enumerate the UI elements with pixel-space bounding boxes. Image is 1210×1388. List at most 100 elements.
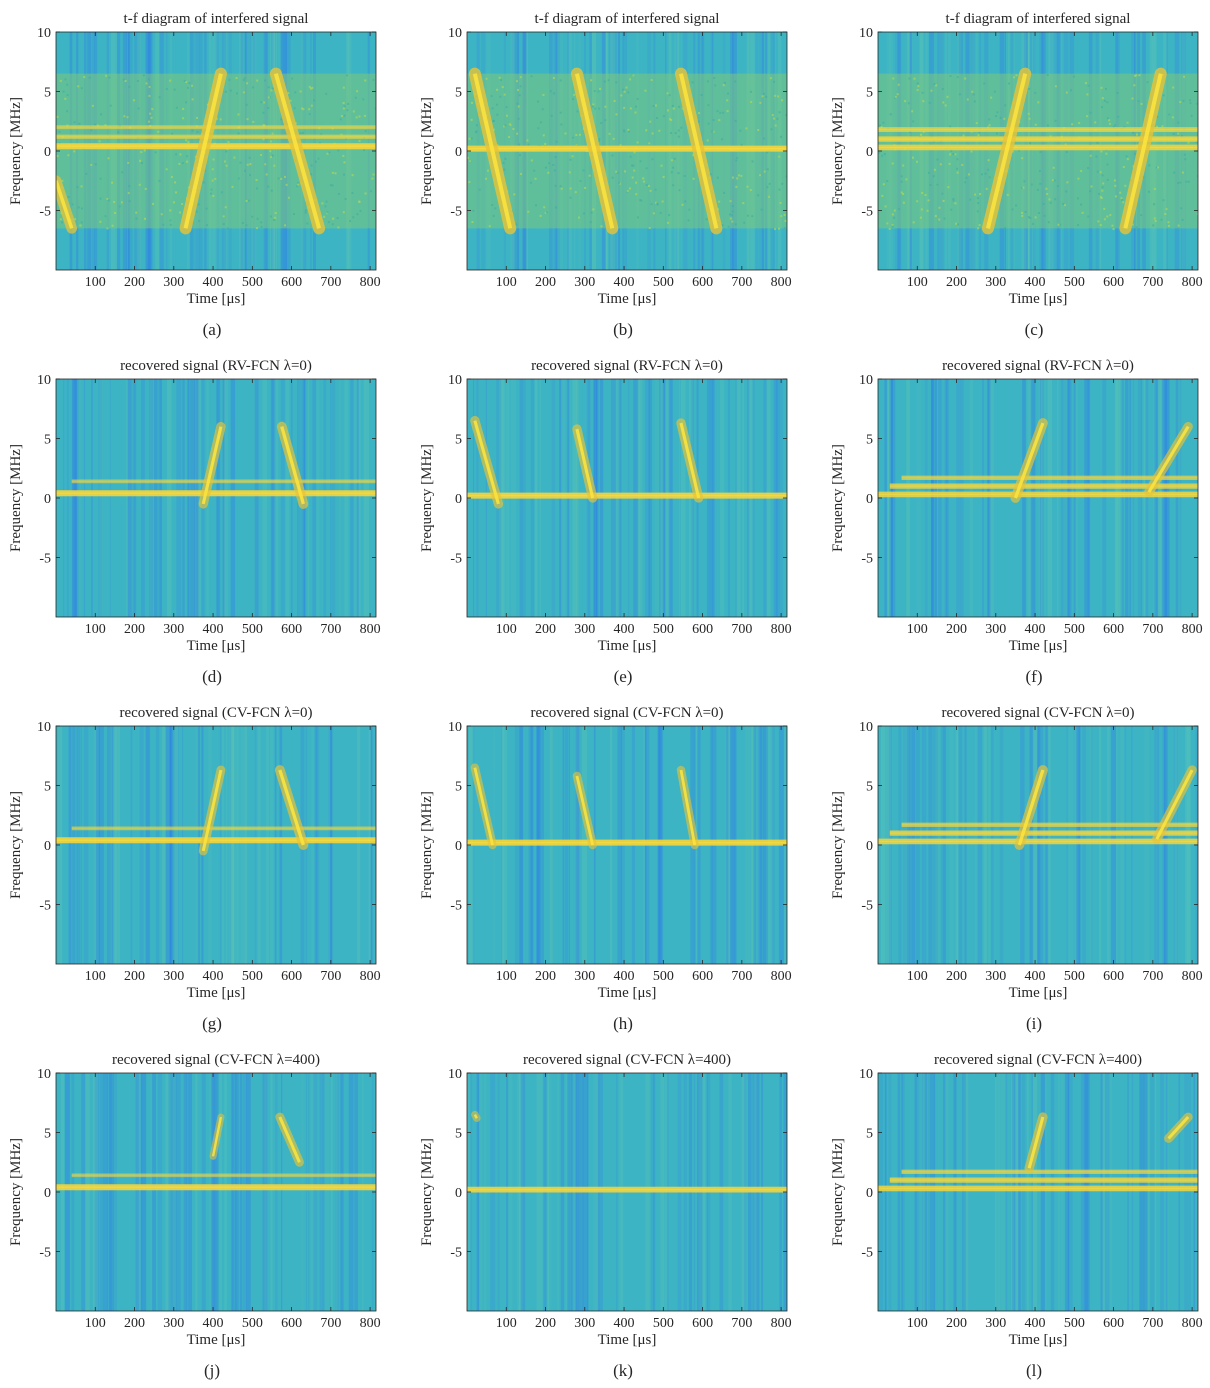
streak [195,726,200,964]
noise-speck [902,192,905,195]
noise-speck [292,212,295,215]
streak [315,726,318,964]
streak [898,726,902,964]
y-axis-label: Frequency [MHz] [8,1138,24,1246]
noise-speck [154,151,157,154]
noise-speck [736,177,739,180]
noise-speck [962,134,965,137]
y-axis-label: Frequency [MHz] [830,97,846,205]
noise-speck [80,185,83,188]
noise-speck [1101,189,1104,192]
noise-speck [1080,170,1083,173]
noise-speck [619,144,622,147]
x-tick-label: 800 [360,275,381,290]
noise-speck [1064,143,1067,146]
noise-speck [722,84,725,87]
panel-title: recovered signal (CV-FCN λ=0) [530,705,723,721]
noise-speck [1028,117,1031,120]
streak [272,379,276,617]
streak [246,1073,251,1311]
noise-speck [358,200,361,203]
noise-speck [1147,190,1150,193]
y-tick-label: 0 [44,145,51,160]
noise-speck [1114,195,1117,198]
noise-speck [76,186,79,189]
noise-speck [123,115,126,118]
noise-speck [175,153,178,156]
noise-speck [956,171,959,174]
noise-speck [709,173,712,176]
noise-speck [1112,228,1115,231]
noise-speck [1106,215,1109,218]
streak [353,379,357,617]
noise-speck [624,170,627,173]
chirp-core [1013,422,1045,499]
noise-speck [1087,215,1090,218]
noise-speck [729,217,732,220]
noise-speck [280,118,283,121]
noise-speck [597,90,600,93]
streak [907,726,912,964]
streak [969,379,974,617]
noise-speck [468,137,471,140]
noise-speck [774,228,777,231]
noise-speck [191,84,194,87]
streak [229,726,235,964]
noise-speck [661,200,664,203]
noise-speck [312,99,315,102]
heatmap-background [56,379,376,617]
noise-speck [880,126,883,129]
noise-speck [711,130,714,133]
streak [219,1073,222,1311]
streak [1139,1073,1143,1311]
noise-speck [362,98,365,101]
noise-speck [533,169,536,172]
streak [1160,379,1164,617]
streak [964,1073,967,1311]
streak [963,1073,967,1311]
streak [1039,379,1043,617]
noise-speck [966,98,969,101]
noise-speck [185,80,188,83]
streak [1165,379,1170,617]
noise-speck [518,143,521,146]
streak [880,726,886,964]
streak [1010,1073,1015,1311]
noise-speck [1089,154,1092,157]
noise-speck [1185,180,1188,183]
streak [66,379,69,617]
noise-speck [1059,223,1062,226]
x-tick-label: 500 [653,969,674,984]
noise-speck [1106,101,1109,104]
noise-speck [666,92,669,95]
streak [149,379,154,617]
y-tick-label: -5 [39,552,51,567]
noise-speck [301,132,304,135]
streak [91,379,93,617]
noise-speck [518,154,521,157]
noise-speck [245,199,248,202]
noise-speck [1023,180,1026,183]
noise-speck [639,160,642,163]
streak [169,726,174,964]
streak [1066,1073,1070,1311]
noise-speck [677,135,680,138]
streak [941,726,946,964]
noise-speck [211,168,214,171]
noise-speck [912,156,915,159]
noise-speck [968,173,971,176]
noise-speck [219,118,222,121]
noise-speck [215,117,218,120]
noise-speck [308,113,311,116]
x-tick-label: 400 [203,275,224,290]
noise-speck [935,84,938,87]
noise-speck [1195,140,1198,143]
noise-speck [1034,91,1037,94]
x-tick-label: 700 [731,275,752,290]
streak [83,726,89,964]
noise-speck [127,161,130,164]
x-tick-label: 300 [985,969,1006,984]
noise-speck [111,224,114,227]
noise-speck [331,171,334,174]
panel-title: t-f diagram of interfered signal [535,11,720,27]
